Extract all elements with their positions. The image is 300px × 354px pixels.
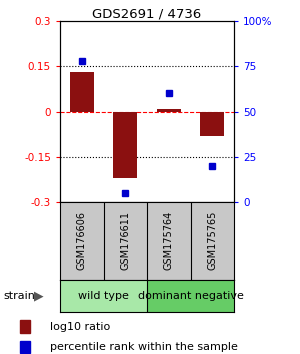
Text: dominant negative: dominant negative [138, 291, 243, 301]
Text: GSM175765: GSM175765 [207, 211, 217, 270]
Text: GSM176606: GSM176606 [77, 211, 87, 270]
Bar [20, 341, 30, 353]
Bar [70, 72, 94, 112]
Text: ▶: ▶ [34, 289, 44, 302]
Text: GSM175764: GSM175764 [164, 211, 174, 270]
Text: strain: strain [3, 291, 35, 301]
Bar [147, 280, 234, 312]
Bar [20, 320, 30, 333]
Bar [157, 108, 181, 112]
Bar [60, 280, 147, 312]
Text: wild type: wild type [78, 291, 129, 301]
Text: GSM176611: GSM176611 [120, 211, 130, 270]
Bar [200, 112, 224, 136]
Title: GDS2691 / 4736: GDS2691 / 4736 [92, 7, 202, 20]
Bar [113, 112, 137, 178]
Text: percentile rank within the sample: percentile rank within the sample [50, 342, 238, 352]
Text: log10 ratio: log10 ratio [50, 321, 110, 332]
